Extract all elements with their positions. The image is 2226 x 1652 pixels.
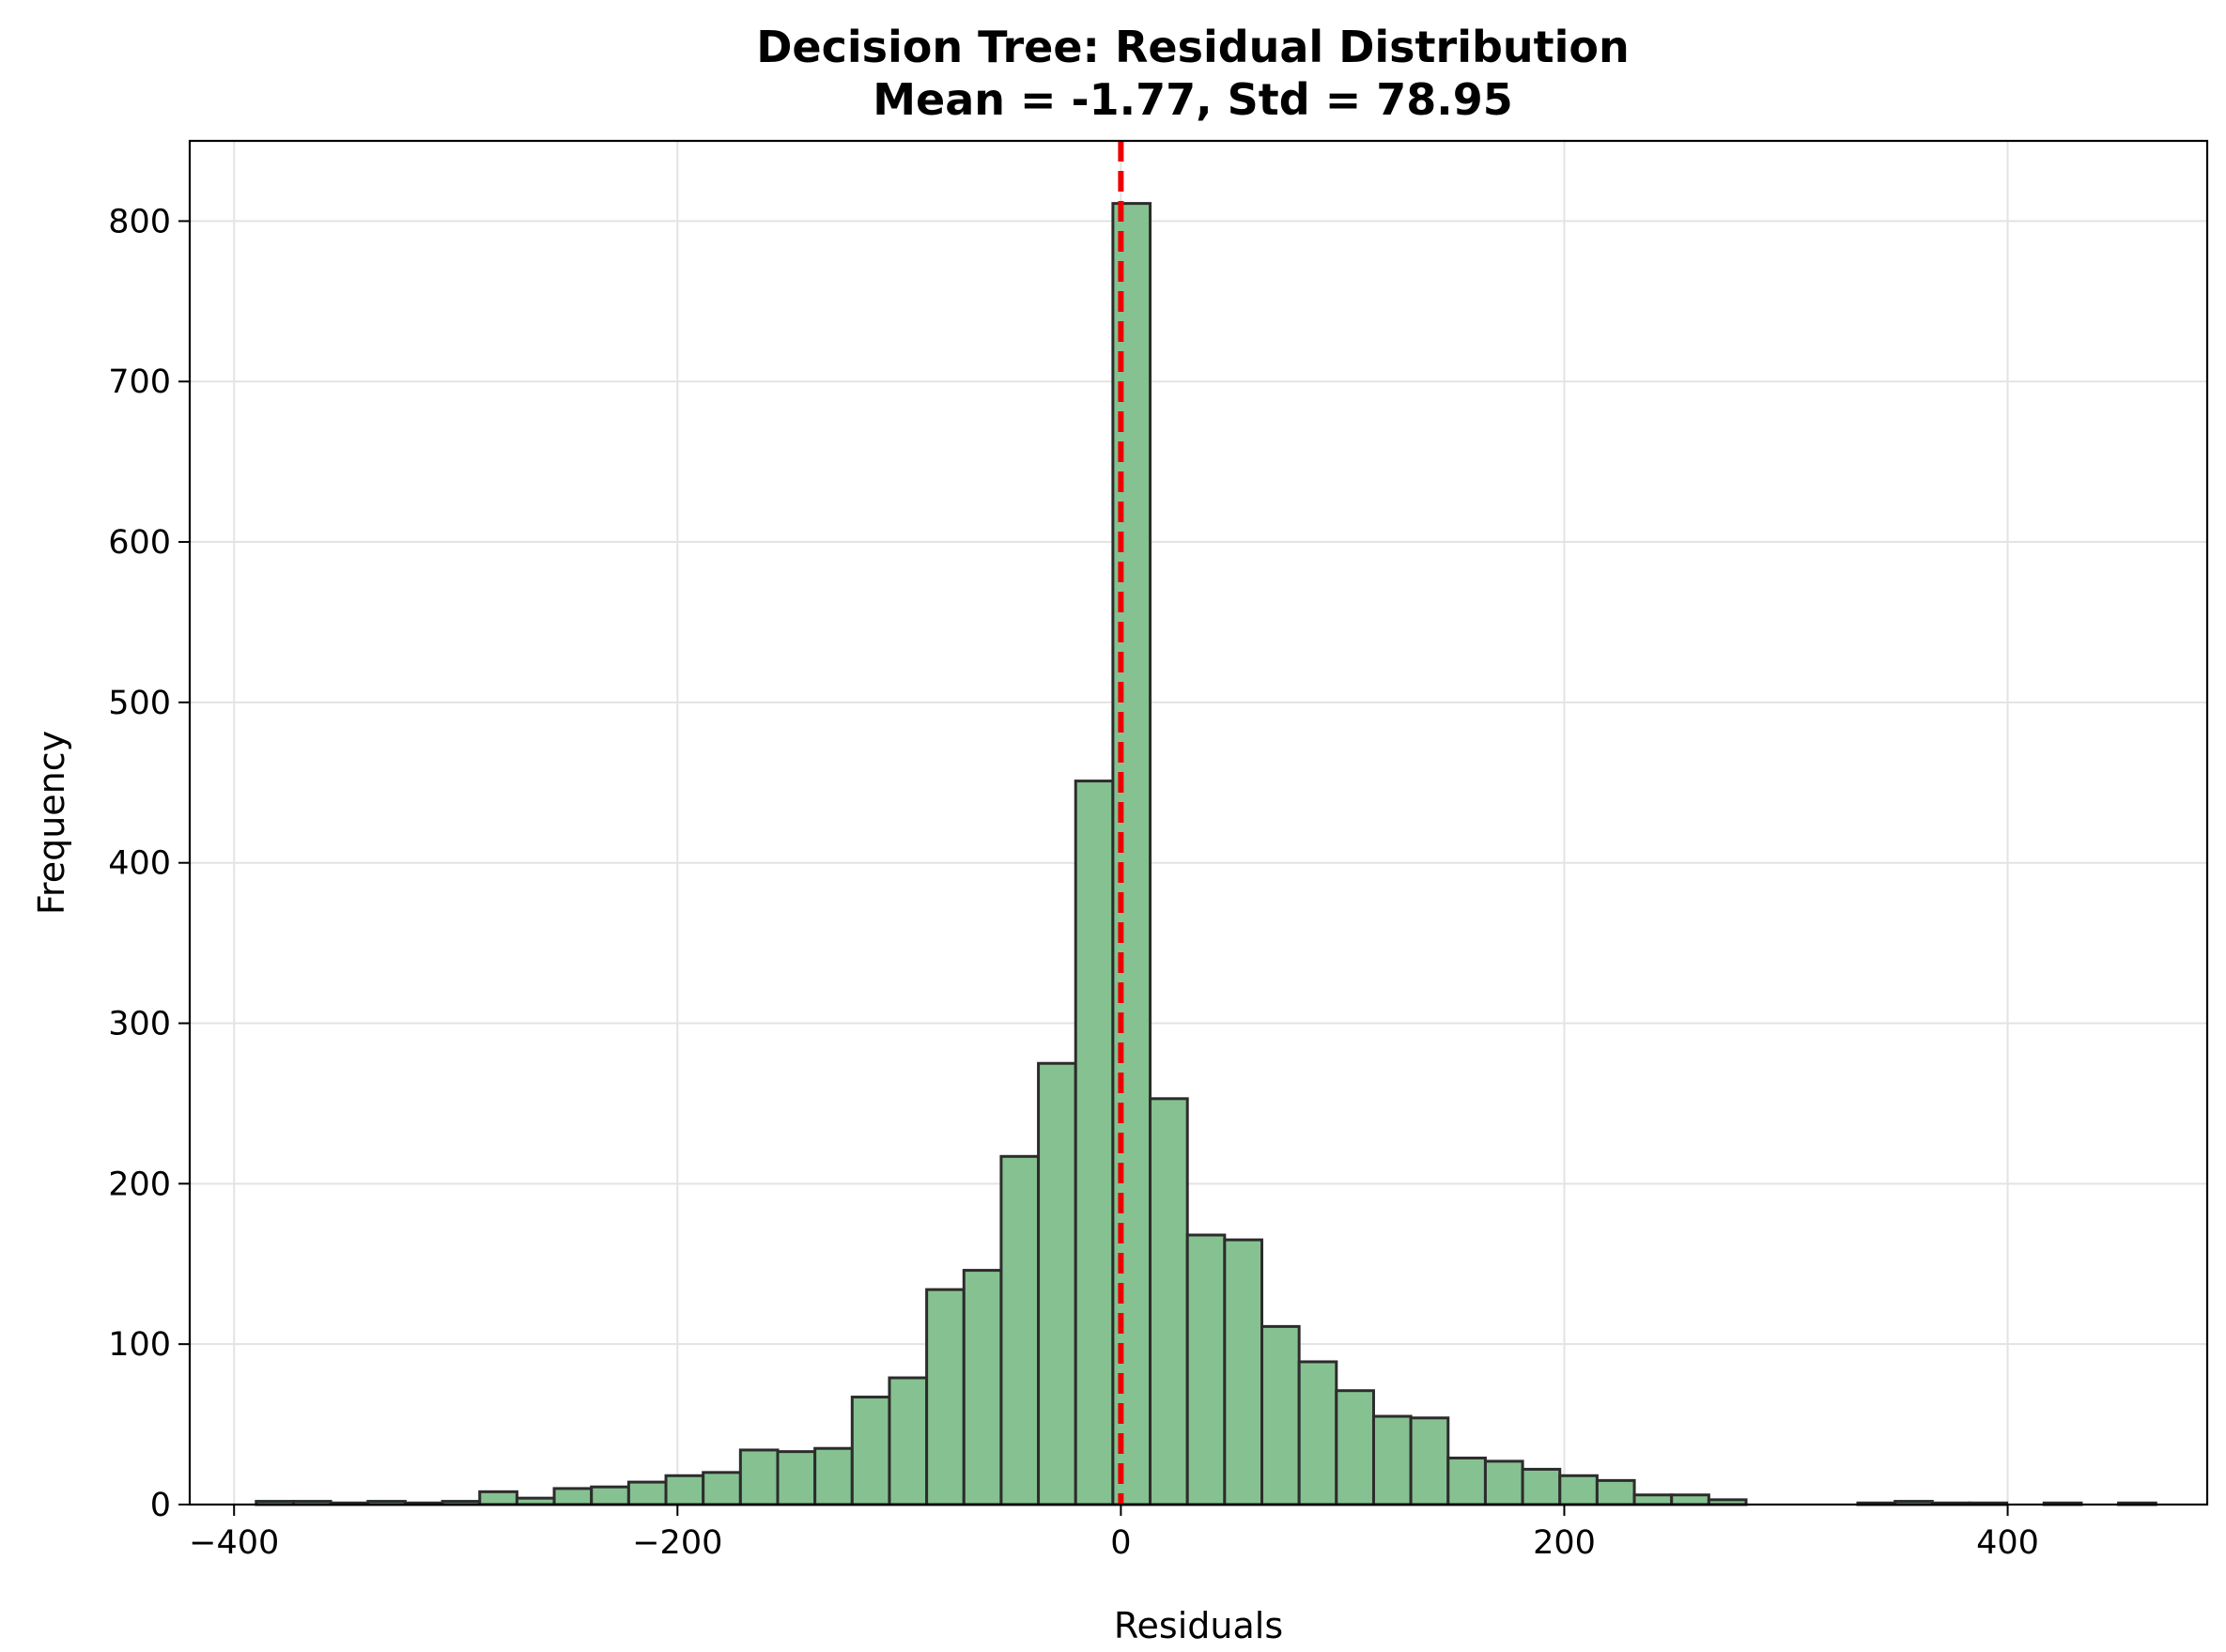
histogram-bar <box>1632 1493 1674 1506</box>
chart-title: Decision Tree: Residual Distribution <box>756 22 1630 72</box>
histogram-bar <box>1670 1493 1710 1506</box>
histogram-bar <box>1483 1459 1524 1506</box>
histogram-bar <box>1223 1238 1264 1506</box>
y-tick-label: 700 <box>108 363 171 401</box>
y-tick-label: 400 <box>108 845 171 883</box>
x-tick-label: −400 <box>189 1524 279 1562</box>
y-tick-label: 500 <box>108 685 171 722</box>
x-tick-label: −200 <box>632 1524 722 1562</box>
y-tick-label: 300 <box>108 1006 171 1043</box>
histogram-bar <box>1260 1324 1301 1506</box>
histogram-bar <box>626 1480 668 1506</box>
histogram-bar <box>1185 1233 1227 1506</box>
histogram-bar <box>1521 1467 1562 1506</box>
y-tick-label: 100 <box>108 1326 171 1364</box>
chart-subtitle: Mean = -1.77, Std = 78.95 <box>873 74 1513 125</box>
y-tick-label: 800 <box>108 203 171 240</box>
histogram-bar <box>850 1396 891 1506</box>
histogram-bar <box>1149 1097 1189 1506</box>
y-tick-label: 0 <box>150 1487 171 1524</box>
axis-ticks: −400 −200 0 200 400 0 100 200 300 400 500 600 700 800 <box>108 203 2039 1562</box>
histogram-bar <box>813 1446 854 1506</box>
histogram-bar <box>590 1485 630 1506</box>
histogram-bar <box>552 1487 594 1506</box>
plot-frame <box>188 139 2209 1506</box>
histogram-bar <box>1335 1389 1375 1506</box>
histogram-bar <box>478 1490 518 1506</box>
histogram-bar <box>888 1376 929 1506</box>
histogram-bar <box>1297 1360 1338 1506</box>
histogram-bar <box>925 1288 966 1506</box>
histogram-bar <box>702 1471 742 1506</box>
x-axis-label: Residuals <box>1114 1605 1283 1646</box>
histogram-bar <box>1409 1416 1450 1506</box>
y-tick-label: 600 <box>108 524 171 562</box>
histogram-bar <box>664 1474 705 1506</box>
histogram-bar <box>962 1269 1003 1506</box>
x-tick-label: 400 <box>1976 1524 2039 1562</box>
y-tick-label: 200 <box>108 1166 171 1203</box>
histogram-bar <box>1595 1478 1636 1506</box>
histogram-bar <box>999 1154 1041 1506</box>
histogram-bar <box>1037 1061 1077 1506</box>
x-tick-label: 200 <box>1533 1524 1596 1562</box>
histogram-bar <box>776 1450 817 1506</box>
histogram-bar <box>1074 780 1115 1506</box>
histogram-bar <box>1371 1414 1413 1506</box>
x-tick-label: 0 <box>1110 1524 1131 1562</box>
y-axis-label: Frequency <box>31 731 72 915</box>
histogram-bar <box>1558 1474 1599 1506</box>
histogram-bar <box>1446 1456 1487 1506</box>
histogram-bar <box>738 1448 780 1506</box>
